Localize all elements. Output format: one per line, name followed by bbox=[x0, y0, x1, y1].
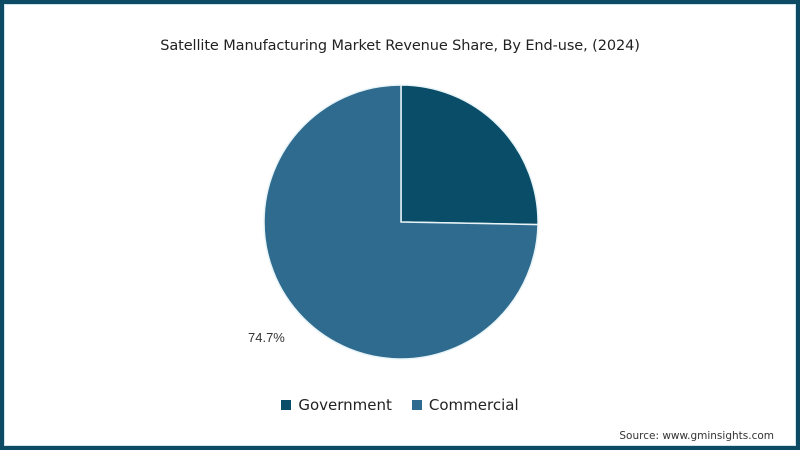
pie-chart bbox=[263, 84, 539, 360]
legend-swatch-commercial bbox=[411, 400, 422, 410]
pie-slice-commercial bbox=[263, 84, 539, 360]
legend-swatch-government bbox=[281, 400, 292, 410]
chart-title: Satellite Manufacturing Market Revenue S… bbox=[160, 38, 640, 54]
legend-label-government: Government bbox=[298, 396, 392, 414]
legend-item-commercial: Commercial bbox=[411, 396, 519, 414]
legend-label-commercial: Commercial bbox=[428, 396, 519, 414]
chart-legend: Government Commercial bbox=[4, 396, 796, 414]
commercial-data-label: 74.7% bbox=[248, 330, 285, 345]
pie-slice-government bbox=[400, 84, 539, 226]
source-note: Source: www.gminsights.com bbox=[619, 430, 774, 442]
legend-item-government: Government bbox=[281, 396, 392, 414]
